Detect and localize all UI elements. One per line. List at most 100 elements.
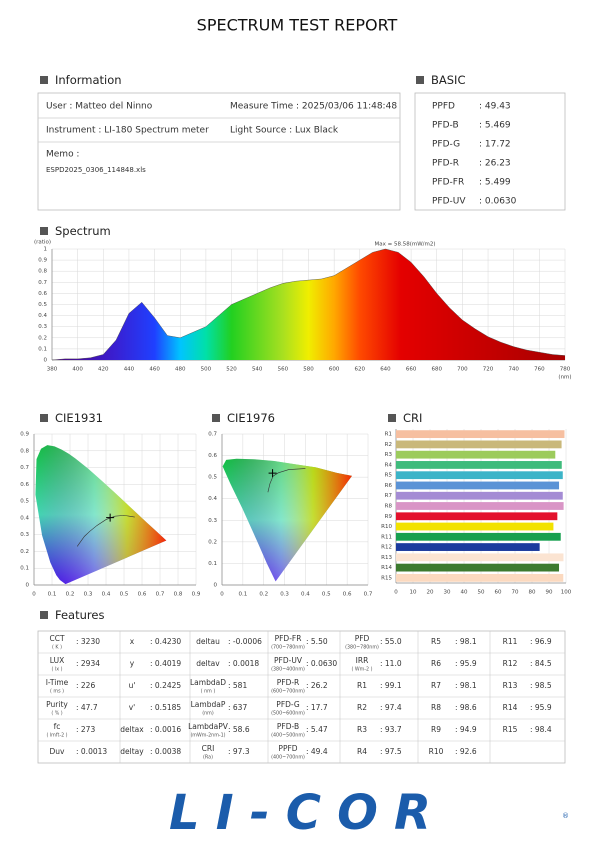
bar bbox=[396, 573, 564, 582]
y-tick-label: 0.4 bbox=[208, 496, 217, 502]
section-marker bbox=[40, 611, 48, 619]
gamut-overlay bbox=[35, 445, 167, 585]
feature-value: : 226 bbox=[76, 681, 95, 690]
feature-label: CCT bbox=[49, 634, 64, 643]
x-tick-label: 740 bbox=[508, 367, 519, 373]
gamut-overlay bbox=[222, 458, 352, 582]
logo: LI-COR bbox=[169, 785, 431, 841]
basic-label: PFD-UV bbox=[432, 197, 466, 207]
annotation: Max = 58.58(mW/m2) bbox=[374, 242, 435, 248]
feature-unit: (500~600nm) bbox=[271, 711, 305, 717]
y-tick-label: 0.3 bbox=[38, 324, 47, 330]
y-tick-label: 0.1 bbox=[208, 561, 217, 567]
feature-label: R14 bbox=[503, 703, 518, 712]
x-tick-label: 0 bbox=[220, 592, 224, 598]
y-tick-label: 0.6 bbox=[20, 482, 29, 488]
feature-value: : 96.9 bbox=[530, 637, 552, 646]
x-tick-label: 380 bbox=[47, 367, 58, 373]
y-tick-label: 0.2 bbox=[208, 539, 217, 545]
y-tick-label: R4 bbox=[385, 462, 393, 468]
planckian-locus bbox=[267, 468, 306, 493]
y-tick-label: R14 bbox=[381, 565, 392, 571]
bar bbox=[396, 502, 564, 510]
chart-title: CRI bbox=[403, 411, 422, 425]
feature-unit: ( nm ) bbox=[201, 689, 216, 695]
feature-value: : 0.4019 bbox=[150, 659, 181, 668]
info-instrument: Instrument : LI-180 Spectrum meter bbox=[46, 126, 209, 136]
x-tick-label: 680 bbox=[432, 367, 443, 373]
feature-label: R3 bbox=[357, 725, 367, 734]
y-tick-label: 0.8 bbox=[20, 448, 29, 454]
section-marker bbox=[212, 414, 220, 422]
feature-value: : 273 bbox=[76, 725, 95, 734]
basic-label: PFD-G bbox=[432, 140, 460, 150]
bar bbox=[396, 532, 561, 541]
y-tick-label: R2 bbox=[385, 442, 392, 448]
basic-value: : 0.0630 bbox=[479, 197, 517, 207]
y-tick-label: 0.6 bbox=[38, 291, 47, 297]
y-tick-label: 1 bbox=[44, 247, 48, 253]
feature-unit: ( K ) bbox=[52, 645, 62, 651]
feature-label: PFD bbox=[355, 634, 370, 643]
feature-value: : 5.50 bbox=[306, 637, 328, 646]
feature-label: R6 bbox=[431, 659, 441, 668]
section-marker bbox=[40, 76, 48, 84]
x-tick-label: 0.2 bbox=[66, 592, 75, 598]
x-tick-label: 660 bbox=[406, 367, 417, 373]
feature-label: R5 bbox=[431, 637, 441, 646]
feature-value: : 95.9 bbox=[455, 659, 477, 668]
spectrum-fill bbox=[52, 249, 565, 360]
feature-unit: (380~780nm) bbox=[345, 645, 379, 651]
x-tick-label: 80 bbox=[529, 590, 536, 596]
feature-value: : 99.1 bbox=[380, 681, 402, 690]
feature-value: : 98.5 bbox=[530, 681, 552, 690]
feature-value: : 92.6 bbox=[455, 747, 477, 756]
feature-unit: ( lx ) bbox=[52, 667, 63, 673]
basic-label: PFD-FR bbox=[432, 178, 464, 188]
basic-box bbox=[414, 92, 566, 211]
feature-value: : 11.0 bbox=[380, 659, 402, 668]
feature-value: : 95.9 bbox=[530, 703, 552, 712]
feature-label: R10 bbox=[429, 747, 444, 756]
feature-label: x bbox=[130, 637, 135, 646]
y-tick-label: 0.8 bbox=[38, 269, 47, 275]
feature-value: : 0.0016 bbox=[150, 725, 181, 734]
section-heading: BASIC bbox=[431, 73, 465, 87]
x-tick-label: 500 bbox=[201, 367, 212, 373]
feature-label: R11 bbox=[503, 637, 518, 646]
x-tick-label: 0 bbox=[32, 592, 36, 598]
feature-value: : 0.0013 bbox=[76, 747, 107, 756]
y-tick-label: R1 bbox=[385, 432, 392, 438]
feature-value: : 97.3 bbox=[228, 747, 250, 756]
basic-value: : 49.43 bbox=[479, 102, 511, 112]
feature-label: R7 bbox=[431, 681, 441, 690]
feature-value: : 0.2425 bbox=[150, 681, 181, 690]
feature-label: PFD-G bbox=[276, 700, 300, 709]
y-tick-label: 0.7 bbox=[38, 280, 47, 286]
chart-title: CIE1976 bbox=[227, 411, 275, 425]
feature-value: : 0.0038 bbox=[150, 747, 181, 756]
feature-value: : 17.7 bbox=[306, 703, 328, 712]
feature-label: u' bbox=[129, 681, 136, 690]
feature-value: : 93.7 bbox=[380, 725, 402, 734]
bar bbox=[396, 461, 562, 469]
y-tick-label: 0 bbox=[26, 583, 30, 589]
feature-label: fc bbox=[54, 722, 61, 731]
y-tick-label: R5 bbox=[385, 473, 393, 479]
bar bbox=[396, 563, 560, 572]
feature-value: : 26.2 bbox=[306, 681, 328, 690]
feature-value: : 0.5185 bbox=[150, 703, 181, 712]
feature-value: : 97.5 bbox=[380, 747, 402, 756]
y-tick-label: R15 bbox=[381, 575, 392, 581]
y-tick-label: 0.9 bbox=[38, 258, 47, 264]
feature-label: LambdaP bbox=[191, 700, 226, 709]
x-tick-label: 540 bbox=[252, 367, 263, 373]
y-tick-label: 0.4 bbox=[20, 515, 29, 521]
feature-label: PFD-R bbox=[277, 678, 300, 687]
bar bbox=[396, 553, 564, 562]
info-memo-label: Memo : bbox=[46, 150, 79, 160]
x-tick-label: 0.6 bbox=[343, 592, 352, 598]
x-tick-label: 40 bbox=[461, 590, 468, 596]
x-tick-label: 0.9 bbox=[192, 592, 201, 598]
feature-label: R9 bbox=[431, 725, 441, 734]
